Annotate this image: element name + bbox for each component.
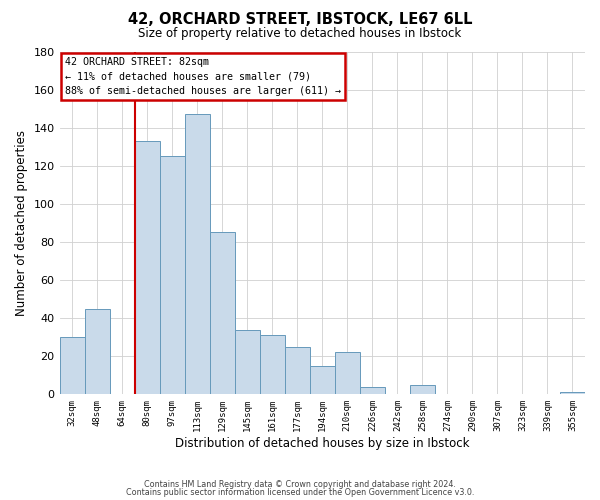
Text: 42, ORCHARD STREET, IBSTOCK, LE67 6LL: 42, ORCHARD STREET, IBSTOCK, LE67 6LL [128,12,472,28]
Bar [209,232,235,394]
Text: Contains public sector information licensed under the Open Government Licence v3: Contains public sector information licen… [126,488,474,497]
Bar [235,330,260,394]
Bar [560,392,585,394]
Bar [360,386,385,394]
Text: 42 ORCHARD STREET: 82sqm
← 11% of detached houses are smaller (79)
88% of semi-d: 42 ORCHARD STREET: 82sqm ← 11% of detach… [65,56,341,96]
Bar [260,336,285,394]
Bar [85,308,110,394]
Bar [335,352,360,395]
Bar [160,156,185,394]
Bar [285,346,310,395]
Bar [185,114,209,394]
Bar [410,385,435,394]
Text: Size of property relative to detached houses in Ibstock: Size of property relative to detached ho… [139,28,461,40]
Bar [59,337,85,394]
Text: Contains HM Land Registry data © Crown copyright and database right 2024.: Contains HM Land Registry data © Crown c… [144,480,456,489]
Y-axis label: Number of detached properties: Number of detached properties [15,130,28,316]
Bar [134,141,160,395]
Bar [310,366,335,394]
X-axis label: Distribution of detached houses by size in Ibstock: Distribution of detached houses by size … [175,437,470,450]
